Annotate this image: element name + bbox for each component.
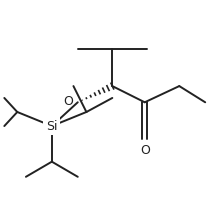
Text: O: O <box>140 144 150 157</box>
Text: O: O <box>64 95 73 108</box>
Text: Si: Si <box>46 120 58 133</box>
